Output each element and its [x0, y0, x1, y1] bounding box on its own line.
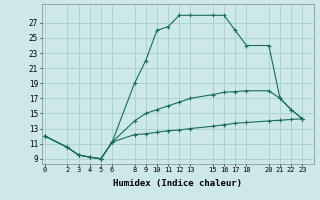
X-axis label: Humidex (Indice chaleur): Humidex (Indice chaleur) — [113, 179, 242, 188]
